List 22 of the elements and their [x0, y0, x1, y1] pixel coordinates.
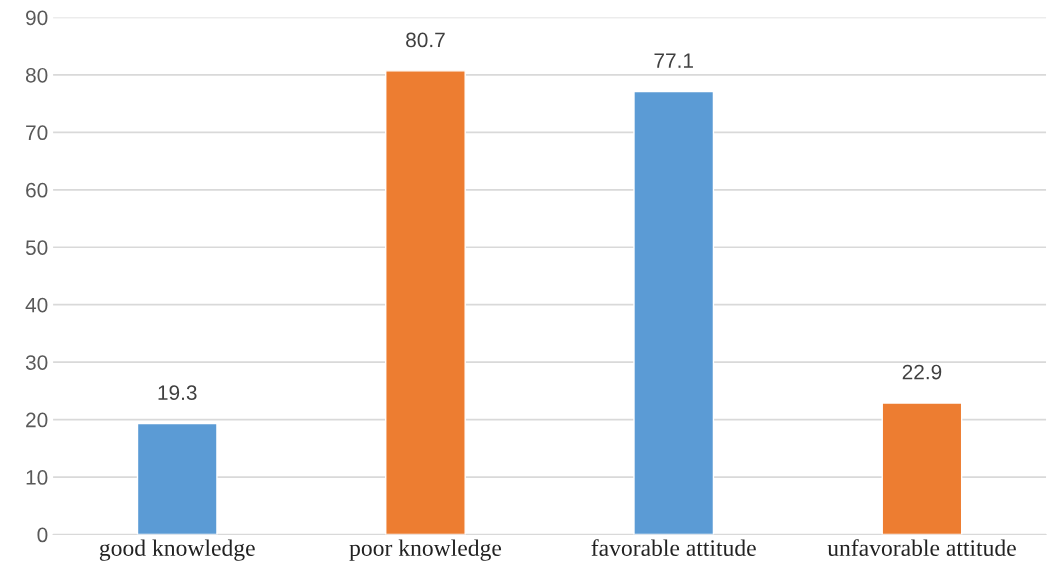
bar	[385, 70, 466, 535]
data-label: 19.3	[158, 385, 197, 401]
y-tick-label: 80	[25, 67, 48, 83]
bar	[881, 402, 963, 535]
y-tick-label: 50	[25, 240, 48, 255]
x-tick-label: favorable attitude	[591, 539, 756, 556]
data-label: 77.1	[654, 53, 693, 68]
y-tick-label: 70	[26, 125, 48, 141]
data-label: 80.7	[406, 32, 445, 48]
y-tick-label: 10	[26, 470, 48, 485]
y-tick-label: 20	[26, 412, 48, 428]
x-tick-label: good knowledge	[99, 539, 255, 561]
y-tick-label: 90	[26, 10, 48, 26]
bar	[633, 90, 715, 535]
y-tick-label: 30	[25, 355, 48, 370]
y-tick-label: 0	[37, 527, 48, 543]
y-tick-label: 60	[26, 182, 48, 198]
bar	[136, 422, 218, 535]
x-tick-label: poor knowledge	[349, 539, 502, 561]
y-tick-label: 40	[25, 297, 48, 313]
data-label: 22.9	[902, 364, 942, 380]
x-tick-label: unfavorable attitude	[827, 539, 1016, 556]
